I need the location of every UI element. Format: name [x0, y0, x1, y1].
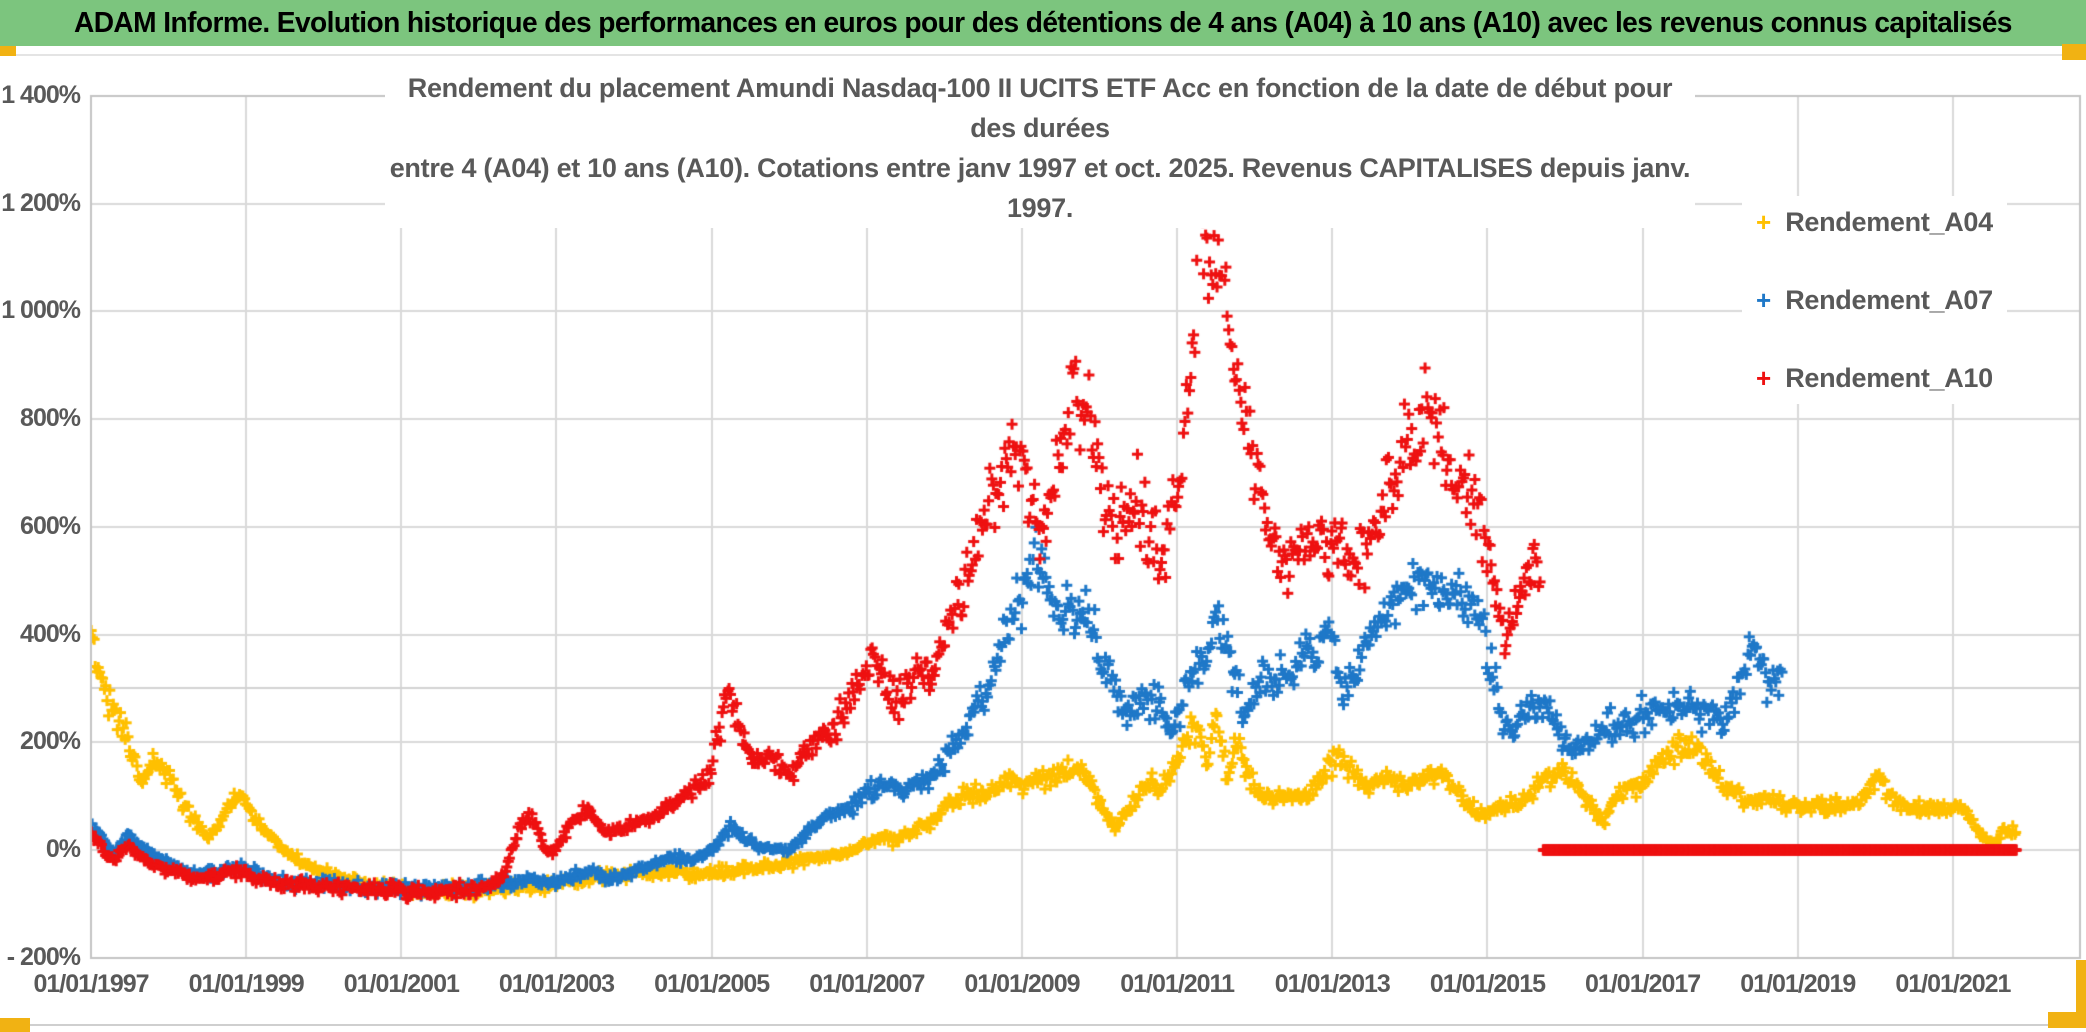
titlebar-divider: [0, 54, 2086, 56]
x-tick-label: 01/01/2021: [1895, 970, 2011, 998]
chart-title-line1: Rendement du placement Amundi Nasdaq-100…: [407, 73, 1673, 143]
legend-label: Rendement_A07: [1785, 284, 1993, 315]
orange-accent-top-right: [2062, 44, 2086, 60]
chart-title-line2: entre 4 (A04) et 10 ans (A10). Cotations…: [389, 153, 1691, 223]
y-tick-label: 1 200%: [1, 188, 81, 217]
legend-item-rendement-a04[interactable]: + Rendement_A04: [1756, 206, 1993, 238]
x-tick-label: 01/01/1997: [33, 970, 149, 998]
legend: + Rendement_A04 + Rendement_A07 + Rendem…: [1742, 196, 2007, 404]
x-tick-label: 01/01/2019: [1740, 970, 1856, 998]
legend-label: Rendement_A04: [1785, 206, 1993, 237]
plus-marker-icon: +: [1756, 363, 1772, 393]
x-tick-label: 01/01/2001: [343, 970, 460, 998]
bottom-divider: [0, 1024, 2086, 1026]
chart-title: Rendement du placement Amundi Nasdaq-100…: [385, 68, 1695, 228]
y-tick-label: 400%: [20, 619, 81, 648]
x-tick-label: 01/01/2013: [1274, 970, 1391, 998]
legend-item-rendement-a07[interactable]: + Rendement_A07: [1756, 284, 1993, 316]
y-tick-label: - 200%: [6, 942, 81, 971]
x-tick-label: 01/01/2007: [809, 970, 925, 998]
legend-label: Rendement_A10: [1785, 362, 1993, 393]
y-tick-label: 600%: [20, 511, 81, 540]
y-tick-label: 200%: [20, 727, 81, 756]
orange-accent-right-strip: [2076, 960, 2086, 1022]
x-tick-label: 01/01/2005: [654, 970, 770, 998]
y-tick-label: 1 000%: [1, 296, 81, 325]
x-tick-label: 01/01/2017: [1585, 970, 1701, 998]
x-tick-label: 01/01/2003: [498, 970, 615, 998]
page-title: ADAM Informe. Evolution historique des p…: [74, 6, 2012, 39]
y-tick-label: 800%: [20, 404, 81, 432]
x-tick-label: 01/01/2009: [964, 970, 1080, 998]
x-tick-label: 01/01/2015: [1429, 970, 1546, 998]
y-tick-label: 0%: [45, 835, 81, 863]
orange-accent-left-top: [0, 46, 16, 56]
app-title-bar: ADAM Informe. Evolution historique des p…: [0, 0, 2086, 46]
plus-marker-icon: +: [1756, 285, 1772, 315]
orange-accent-bottom-left: [0, 1018, 30, 1032]
orange-accent-bottom-right: [2048, 1012, 2086, 1028]
y-tick-label: 1 400%: [1, 80, 81, 109]
legend-item-rendement-a10[interactable]: + Rendement_A10: [1756, 362, 1993, 394]
x-tick-label: 01/01/1999: [188, 970, 305, 998]
x-tick-label: 01/01/2011: [1120, 970, 1235, 998]
plus-marker-icon: +: [1756, 207, 1772, 237]
